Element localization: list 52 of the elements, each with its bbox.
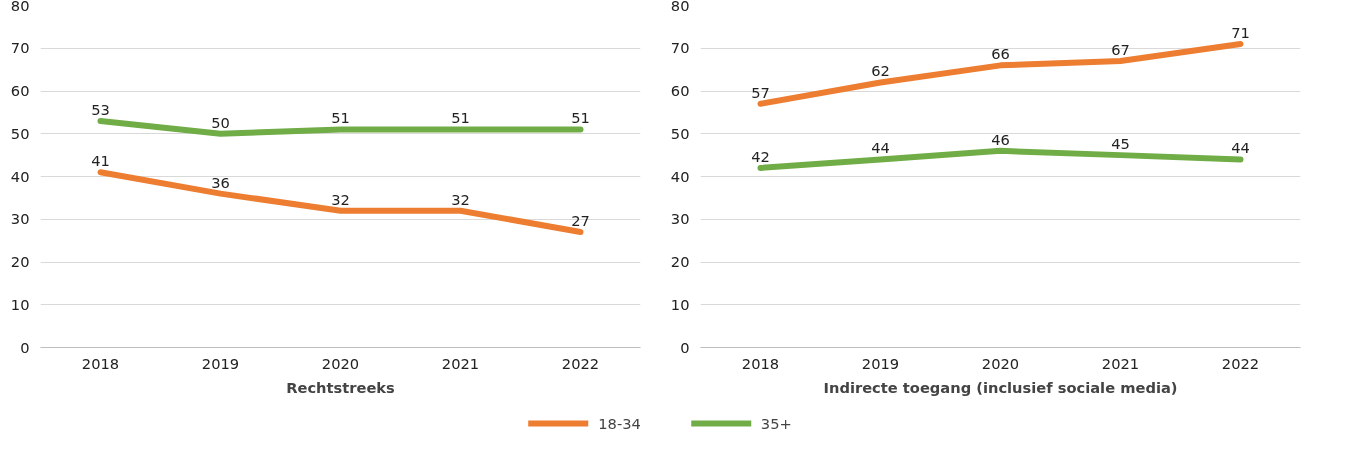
x-tick-label: 2021 (441, 354, 480, 372)
x-tick-label: 2022 (561, 354, 600, 372)
x-tick-label: 2021 (1101, 354, 1140, 372)
y-tick-label: 0 (20, 338, 30, 356)
legend-label: 18-34 (598, 414, 641, 432)
y-tick-label: 0 (680, 338, 690, 356)
x-tick-label: 2022 (1221, 354, 1260, 372)
y-tick-label: 40 (10, 167, 30, 185)
text: Rechtstreeks (286, 378, 396, 396)
data-label: 46 (991, 130, 1010, 148)
x-tick-label: 2018 (741, 354, 780, 372)
data-label: 53 (91, 100, 110, 118)
data-label: 44 (1231, 139, 1250, 157)
y-tick-label: 30 (10, 210, 30, 228)
data-label: 62 (871, 62, 890, 80)
y-tick-label: 20 (670, 253, 690, 270)
y-tick-label: 40 (670, 167, 690, 185)
data-label: 67 (1111, 41, 1130, 59)
data-label: 51 (571, 109, 590, 127)
data-label: 45 (1111, 135, 1130, 153)
data-label: 50 (211, 113, 230, 131)
y-tick-label: 30 (670, 210, 690, 228)
data-label: 41 (91, 152, 110, 170)
y-tick-label: 20 (10, 253, 30, 270)
data-label: 27 (571, 212, 590, 230)
data-label: 66 (991, 45, 1010, 63)
y-tick-label: 70 (10, 39, 30, 57)
y-tick-label: 50 (10, 124, 30, 142)
x-tick-label: 2019 (861, 354, 900, 372)
data-label: 51 (451, 109, 470, 127)
data-label: 32 (451, 190, 470, 208)
y-tick-label: 80 (670, 0, 690, 14)
y-tick-label: 10 (670, 295, 690, 313)
y-tick-label: 80 (10, 0, 30, 14)
y-tick-label: 10 (10, 295, 30, 313)
x-tick-label: 2019 (201, 354, 240, 372)
data-label: 71 (1231, 23, 1250, 41)
x-tick-label: 2020 (321, 354, 360, 372)
x-tick-label: 2020 (981, 354, 1020, 372)
data-label: 57 (751, 83, 770, 101)
data-label: 44 (871, 139, 890, 157)
data-label: 36 (211, 173, 230, 191)
legend-label: 35+ (760, 414, 792, 432)
y-tick-label: 70 (670, 39, 690, 57)
y-tick-label: 50 (670, 124, 690, 142)
x-tick-label: 2018 (81, 354, 120, 372)
y-tick-label: 60 (670, 82, 690, 99)
y-tick-label: 60 (10, 82, 30, 99)
data-label: 51 (331, 109, 350, 127)
data-label: 42 (751, 147, 770, 165)
text: Indirecte toegang (inclusief sociale media) (823, 378, 1178, 396)
data-label: 32 (331, 190, 350, 208)
